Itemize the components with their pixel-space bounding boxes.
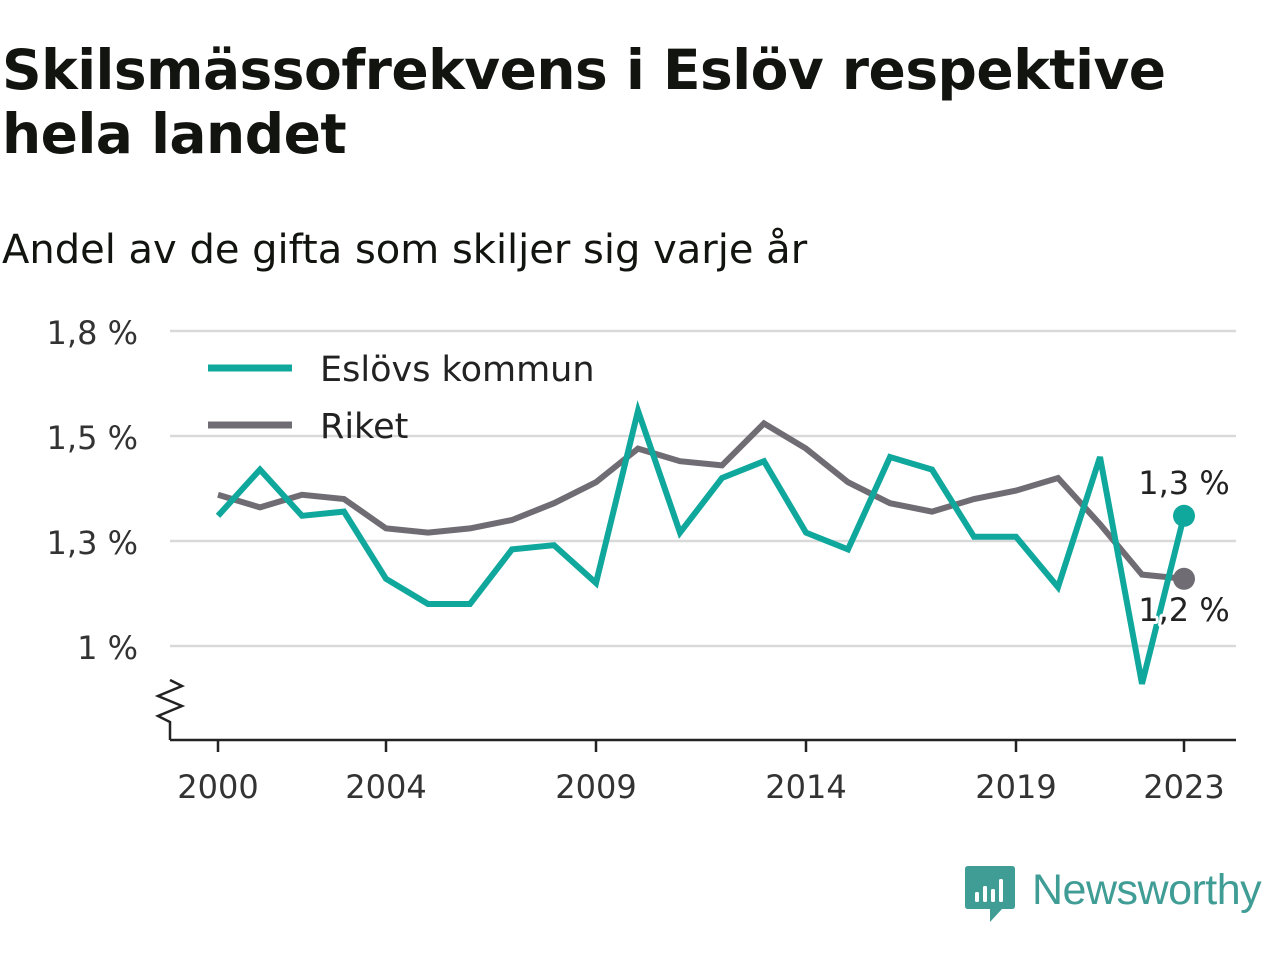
brand-name: Newsworthy	[1032, 866, 1262, 914]
x-tick-label: 2000	[177, 768, 258, 806]
newsworthy-bar-chart-logo-icon	[965, 866, 1015, 922]
chart-subtitle: Andel av de gifta som skiljer sig varje …	[2, 227, 808, 273]
brand-logo-block: Newsworthy	[964, 862, 1262, 926]
end-label-riket: 1,2 %	[1138, 591, 1229, 629]
legend-label: Eslövs kommun	[320, 350, 595, 390]
x-tick-label: 2009	[555, 768, 636, 806]
x-tick-label: 2019	[975, 768, 1056, 806]
y-tick-label: 1,8 %	[47, 314, 138, 352]
end-labels: 1,3 % 1,2 %	[1135, 461, 1232, 632]
legend-label: Riket	[320, 407, 408, 447]
series-line-eslovs-kommun	[215, 400, 1187, 685]
y-tick-label: 1,3 %	[47, 524, 138, 562]
end-point-riket	[1173, 567, 1195, 590]
legend: Eslövs kommun Riket	[208, 350, 595, 447]
series-line-riket	[217, 419, 1185, 582]
x-tick-label: 2004	[345, 768, 426, 806]
end-point-eslovs-kommun	[1173, 504, 1195, 527]
axes: 1 % 1,3 % 1,5 % 1,8 % 2000 2004 2009 2014 2019 20…	[47, 314, 1236, 806]
y-axis-break-icon	[154, 678, 186, 740]
chart-title: Skilsmässofrekvens i Eslöv respektive he…	[2, 38, 1166, 166]
data-series	[215, 400, 1195, 685]
x-tick-label: 2014	[765, 768, 846, 806]
x-tick-label: 2023	[1143, 768, 1224, 806]
y-tick-label: 1 %	[77, 629, 138, 667]
gridlines	[170, 329, 1236, 648]
end-label-eslovs-kommun: 1,3 %	[1138, 464, 1229, 502]
y-tick-label: 1,5 %	[47, 419, 138, 457]
